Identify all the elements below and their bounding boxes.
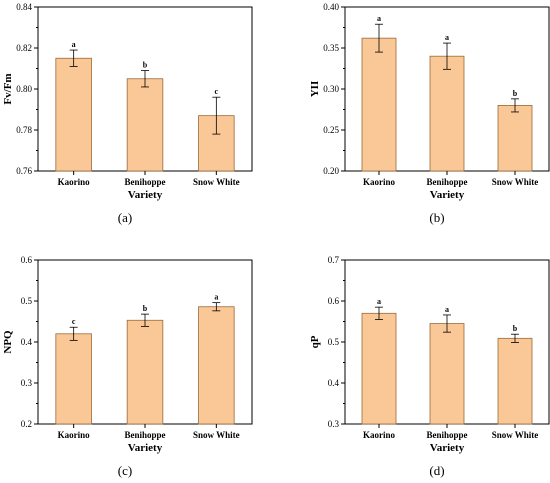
- y-tick-label: 0.5: [328, 337, 340, 347]
- significance-letter: b: [143, 304, 148, 313]
- significance-letter: b: [513, 89, 518, 98]
- x-tick-label: Snow White: [492, 177, 539, 187]
- y-tick-label: 0.40: [323, 2, 339, 12]
- y-tick-label: 0.7: [328, 255, 340, 265]
- y-tick-label: 0.6: [328, 296, 340, 306]
- x-tick-label: Kaorino: [58, 177, 91, 187]
- y-axis-title: qP: [309, 335, 321, 348]
- bar: [361, 37, 397, 172]
- x-axis-title: Variety: [430, 442, 465, 454]
- chart-panel: 0.76 0.78 0.80 0.82 0.84 Fv/Fm a Kaorino b Beniho…: [2, 2, 253, 225]
- bar: [55, 57, 92, 172]
- y-tick-label: 0.20: [323, 166, 339, 176]
- x-axis-title: Variety: [128, 442, 163, 454]
- bar: [126, 78, 164, 172]
- y-tick-label: 0.6: [21, 255, 33, 265]
- y-tick-label: 0.30: [323, 84, 339, 94]
- bar: [126, 319, 164, 425]
- significance-letter: a: [445, 33, 449, 42]
- x-tick-label: Snow White: [193, 177, 240, 187]
- panel-caption: (c): [118, 463, 132, 478]
- x-axis-title: Variety: [430, 189, 465, 201]
- bar: [497, 337, 533, 425]
- panel-caption: (d): [429, 463, 444, 478]
- bar: [429, 55, 465, 172]
- significance-letter: a: [377, 297, 381, 306]
- x-tick-label: Snow White: [193, 430, 240, 440]
- y-axis-title: Fv/Fm: [2, 73, 14, 104]
- significance-letter: b: [143, 61, 148, 70]
- x-tick-label: Benihoppe: [426, 177, 467, 187]
- x-tick-label: Benihoppe: [426, 430, 467, 440]
- significance-letter: c: [215, 87, 219, 96]
- x-axis-title: Variety: [128, 189, 163, 201]
- panel-caption: (b): [429, 210, 444, 225]
- y-axis-title: NPQ: [2, 330, 14, 354]
- significance-letter: b: [513, 324, 518, 333]
- y-tick-label: 0.80: [16, 84, 32, 94]
- significance-letter: c: [72, 317, 76, 326]
- y-tick-label: 0.4: [21, 337, 33, 347]
- x-tick-label: Snow White: [492, 430, 539, 440]
- y-tick-label: 0.82: [16, 43, 32, 53]
- panel-caption: (a): [118, 210, 132, 225]
- y-tick-label: 0.78: [16, 125, 32, 135]
- x-tick-label: Kaorino: [58, 430, 91, 440]
- bar: [361, 312, 397, 425]
- significance-letter: a: [445, 305, 449, 314]
- y-tick-label: 0.25: [323, 125, 339, 135]
- y-tick-label: 0.3: [328, 419, 340, 429]
- bar: [497, 105, 533, 172]
- y-tick-label: 0.4: [328, 378, 340, 388]
- x-tick-label: Kaorino: [363, 430, 396, 440]
- y-tick-label: 0.76: [16, 166, 32, 176]
- y-tick-label: 0.84: [16, 2, 32, 12]
- y-tick-label: 0.3: [21, 378, 33, 388]
- significance-letter: a: [214, 293, 218, 302]
- y-axis-title: YII: [309, 81, 321, 98]
- x-tick-label: Kaorino: [363, 177, 396, 187]
- x-tick-label: Benihoppe: [124, 177, 165, 187]
- significance-letter: a: [377, 14, 381, 23]
- bar: [429, 323, 465, 425]
- chart-panel: 0.20 0.25 0.30 0.35 0.40 YII a Kaorino a Benihopp…: [309, 2, 550, 225]
- chart-panel: 0.3 0.4 0.5 0.6 0.7 qP a Kaorino a Benihoppe b Snow…: [309, 255, 550, 478]
- y-tick-label: 0.2: [21, 419, 32, 429]
- y-tick-label: 0.35: [323, 43, 339, 53]
- chart-panel: 0.2 0.3 0.4 0.5 0.6 NPQ c Kaorino b Benihoppe a Sno…: [2, 255, 253, 478]
- y-tick-label: 0.5: [21, 296, 33, 306]
- x-tick-label: Benihoppe: [124, 430, 165, 440]
- bar: [55, 333, 92, 425]
- significance-letter: a: [72, 40, 76, 49]
- bar: [198, 306, 235, 425]
